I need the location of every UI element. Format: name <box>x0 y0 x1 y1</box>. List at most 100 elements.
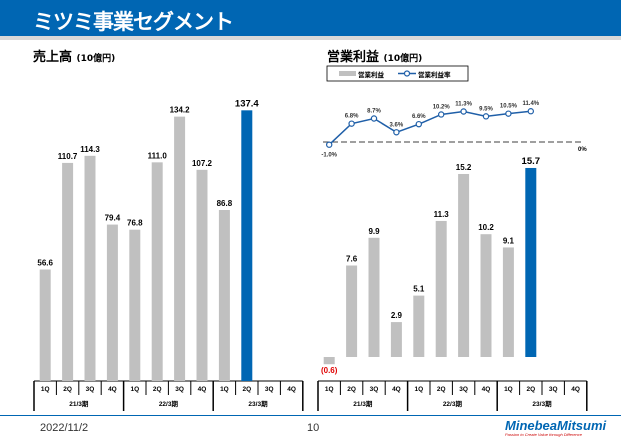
sales-data-label: 134.2 <box>170 106 191 115</box>
profit-category-label: 3Q <box>459 386 468 393</box>
legend-label-profit: 営業利益 <box>358 70 385 79</box>
sales-category-label: 3Q <box>86 386 95 393</box>
sales-category-label: 4Q <box>198 386 207 393</box>
profit-category-label: 4Q <box>392 386 401 393</box>
legend-marker <box>403 70 411 77</box>
profit-bar <box>413 295 425 357</box>
sales-category-label: 3Q <box>265 386 274 393</box>
sales-data-label: 76.8 <box>127 219 143 228</box>
profit-bar <box>346 265 358 357</box>
sales-title-text: 売上高 <box>33 50 73 65</box>
sales-group-label: 22/3期 <box>159 399 179 408</box>
margin-label: 6.6% <box>412 114 426 120</box>
profit-category-label: 1Q <box>504 386 513 393</box>
profit-category-label: 4Q <box>571 386 580 393</box>
sales-category-label: 4Q <box>287 386 296 393</box>
sales-bar <box>196 169 208 381</box>
profit-unit: (10億円) <box>383 54 423 64</box>
profit-data-label: 10.2 <box>478 223 494 232</box>
page-number: 10 <box>307 422 320 434</box>
profit-bar <box>502 247 514 357</box>
sales-data-label: 86.8 <box>217 199 233 208</box>
profit-data-label: (0.6) <box>321 366 338 375</box>
page-title: ミツミ事業セグメント <box>33 10 234 34</box>
profit-bar <box>368 237 380 357</box>
sales-unit: (10億円) <box>76 54 116 64</box>
profit-category-label: 1Q <box>325 386 334 393</box>
margin-label: 10.2% <box>433 104 451 110</box>
profit-data-label: 15.7 <box>522 156 541 167</box>
profit-group-label: 23/3期 <box>532 399 552 408</box>
profit-data-label: 9.9 <box>368 227 380 236</box>
sales-category-label: 2Q <box>63 386 72 393</box>
sales-group-label: 21/3期 <box>69 399 89 408</box>
margin-label: 10.5% <box>500 104 518 110</box>
profit-data-label: 11.3 <box>434 210 450 219</box>
footer-line <box>0 415 621 416</box>
sales-data-label: 56.6 <box>37 258 53 267</box>
profit-data-label: 2.9 <box>391 311 403 320</box>
profit-category-label: 2Q <box>437 386 446 393</box>
profit-data-label: 7.6 <box>346 254 358 263</box>
profit-bar <box>390 322 402 357</box>
sales-data-label: 114.3 <box>80 145 100 154</box>
margin-point <box>326 141 333 148</box>
sales-category-label: 1Q <box>220 386 229 393</box>
profit-data-label: 15.2 <box>456 163 472 172</box>
margin-label: 11.3% <box>455 101 472 107</box>
margin-point <box>527 108 535 115</box>
margin-label: -1.0% <box>321 153 337 159</box>
profit-group-label: 21/3期 <box>353 399 373 408</box>
sales-bar <box>62 162 74 381</box>
sales-bar <box>174 116 186 381</box>
profit-bar <box>435 220 447 357</box>
margin-zero-label: 0% <box>578 147 587 153</box>
legend-label-margin: 営業利益率 <box>418 70 451 79</box>
sales-bar <box>106 224 118 381</box>
sales-category-label: 1Q <box>41 386 50 393</box>
margin-point <box>393 129 400 136</box>
profit-title-text: 営業利益 <box>327 50 380 65</box>
profit-data-label: 9.1 <box>503 236 515 245</box>
sales-bar <box>39 269 51 381</box>
sales-category-label: 1Q <box>130 386 139 393</box>
profit-category-label: 4Q <box>482 386 491 393</box>
sales-data-label: 79.4 <box>105 214 121 223</box>
margin-label: 9.5% <box>479 106 493 112</box>
margin-label: 11.4% <box>522 101 539 107</box>
profit-category-label: 1Q <box>414 386 423 393</box>
company-logo: MinebeaMitsumi <box>505 418 607 433</box>
sales-data-label: 137.4 <box>235 98 259 109</box>
sales-bar <box>241 110 253 382</box>
sales-data-label: 111.0 <box>148 151 168 160</box>
footer-date: 2022/11/2 <box>40 422 89 434</box>
sales-bar <box>151 162 163 381</box>
margin-point <box>460 108 467 115</box>
legend-box <box>326 65 469 82</box>
margin-label: 3.6% <box>390 122 404 128</box>
profit-category-label: 2Q <box>526 386 535 393</box>
legend-bar-swatch <box>339 71 356 76</box>
sales-bar <box>218 210 230 381</box>
profit-category-label: 2Q <box>347 386 356 393</box>
header-divider <box>0 36 621 40</box>
sales-category-label: 3Q <box>175 386 184 393</box>
margin-line <box>328 110 531 146</box>
sales-data-label: 110.7 <box>58 152 78 161</box>
sales-category-label: 2Q <box>242 386 251 393</box>
margin-point <box>370 115 378 122</box>
sales-data-label: 107.2 <box>192 159 213 168</box>
margin-label: 8.7% <box>367 109 381 115</box>
sales-bar <box>84 155 96 381</box>
sales-bar <box>129 229 141 381</box>
margin-point <box>438 111 445 118</box>
sales-group-label: 23/3期 <box>248 399 268 408</box>
header-bar <box>0 0 621 36</box>
sales-category-label: 2Q <box>153 386 162 393</box>
sales-category-label: 4Q <box>108 386 117 393</box>
logo-tagline: Passion to Create Value through Differen… <box>505 432 583 437</box>
profit-bar <box>458 173 470 357</box>
margin-point <box>505 110 512 117</box>
margin-point <box>482 113 490 120</box>
